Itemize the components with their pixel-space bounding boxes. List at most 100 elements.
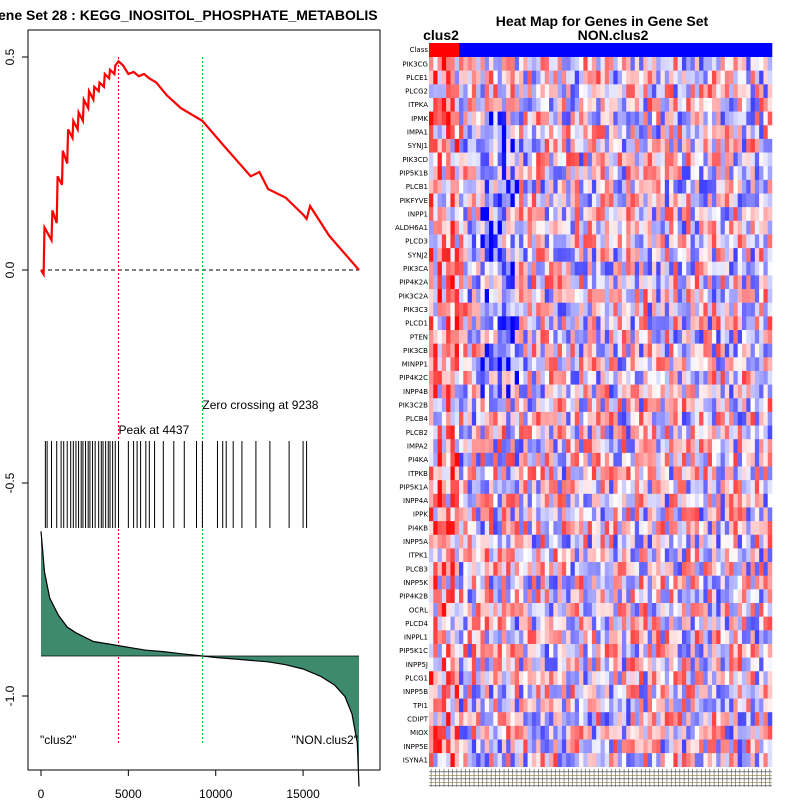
heatmap-cell <box>664 330 670 344</box>
heatmap-cell <box>506 657 511 672</box>
heatmap-cell <box>561 575 567 590</box>
heatmap-cell <box>609 289 614 303</box>
heatmap-cell <box>729 616 734 631</box>
heatmap-cell <box>501 398 507 413</box>
heatmap-cell <box>664 234 670 249</box>
heatmap-cell <box>711 507 717 522</box>
heatmap-cell <box>746 657 751 672</box>
heatmap-cell <box>493 507 498 522</box>
heatmap-cell <box>651 657 657 672</box>
heatmap-cell <box>690 684 696 699</box>
heatmap-cell <box>476 97 481 112</box>
heatmap-cell <box>531 316 537 331</box>
heatmap-cell <box>527 248 533 262</box>
heatmap-cell <box>527 57 533 71</box>
heatmap-cell <box>729 357 734 372</box>
enrichment-score-line <box>40 59 360 279</box>
heatmap-cell <box>763 630 768 645</box>
heatmap-cell <box>570 480 576 495</box>
heatmap-cell <box>574 193 580 208</box>
heatmap-cell <box>561 684 567 699</box>
heatmap-cell <box>429 507 434 522</box>
heatmap-cell <box>437 712 443 727</box>
heatmap-cell <box>630 343 636 358</box>
heatmap-cell <box>553 234 558 249</box>
heatmap-cell <box>647 616 653 631</box>
heatmap-cell <box>651 70 657 85</box>
heatmap-cell <box>527 302 533 317</box>
heatmap-cell <box>506 411 511 426</box>
heatmap-cell <box>690 411 696 426</box>
heatmap-cell <box>690 370 696 385</box>
heatmap-cell <box>519 534 524 549</box>
heatmap-cell <box>626 466 631 481</box>
heatmap-cell <box>454 289 460 303</box>
heatmap-cell <box>613 357 618 372</box>
heatmap-cell <box>527 330 533 344</box>
x-tick-label: 15000 <box>286 787 320 800</box>
heatmap-cell <box>441 316 447 331</box>
heatmap-cell <box>574 330 580 344</box>
heatmap-cell <box>686 616 691 631</box>
heatmap-cell <box>557 343 563 358</box>
heatmap-cell <box>647 398 653 413</box>
heatmap-cell <box>604 630 610 645</box>
heatmap-cell <box>536 111 541 126</box>
heatmap-cell <box>686 739 691 754</box>
heatmap-cell <box>729 302 734 317</box>
heatmap-cell <box>596 398 601 413</box>
heatmap-cell <box>746 439 751 454</box>
heatmap-cell <box>480 643 485 658</box>
heatmap-cell <box>759 398 764 413</box>
heatmap-cell <box>553 603 558 617</box>
heatmap-cell <box>699 70 704 85</box>
heatmap-cell <box>656 57 661 71</box>
heatmap-cell <box>673 152 678 167</box>
heatmap-cell <box>613 616 618 631</box>
heatmap-cell <box>591 684 597 699</box>
heatmap-cell <box>763 370 768 385</box>
heatmap-cell <box>716 343 721 358</box>
heatmap-cell <box>553 97 558 112</box>
heatmap-cell <box>754 234 760 249</box>
heatmap-cell <box>750 425 756 440</box>
heatmap-cell <box>454 562 460 576</box>
heatmap-cell <box>467 439 473 454</box>
heatmap-cell <box>437 548 443 563</box>
heatmap-cell <box>549 439 554 454</box>
heatmap-cell <box>467 261 473 276</box>
heatmap-cell <box>454 234 460 249</box>
heatmap-cell <box>587 234 593 249</box>
heatmap-cell <box>651 452 657 467</box>
heatmap-cell <box>493 548 498 563</box>
heatmap-cell <box>433 207 438 222</box>
heatmap-cell <box>741 343 747 358</box>
heatmap-cell <box>673 398 678 413</box>
heatmap-cell <box>566 712 571 727</box>
heatmap-cell <box>724 166 730 181</box>
heatmap-cell <box>656 480 661 495</box>
heatmap-cell <box>583 439 588 454</box>
heatmap-cell <box>540 548 546 563</box>
heatmap-cell <box>759 698 764 713</box>
heatmap-cell <box>673 57 678 71</box>
heatmap-cell <box>549 548 554 563</box>
heatmap-cell <box>639 548 644 563</box>
heatmap-cell <box>531 57 537 71</box>
heatmap-cell <box>497 452 503 467</box>
heatmap-cell <box>660 466 666 481</box>
heatmap-cell <box>664 739 670 754</box>
heatmap-cell <box>681 466 687 481</box>
heatmap-cell <box>763 248 768 262</box>
heatmap-cell <box>553 70 558 85</box>
heatmap-cell <box>506 616 511 631</box>
heatmap-cell <box>707 125 713 140</box>
heatmap-cell <box>699 193 704 208</box>
heatmap-cell <box>703 425 708 440</box>
heatmap-cell <box>497 684 503 699</box>
heatmap-cell <box>536 480 541 495</box>
heatmap-cell <box>711 343 717 358</box>
heatmap-cell <box>729 289 734 303</box>
heatmap-cell <box>664 316 670 331</box>
heatmap-cell <box>570 125 576 140</box>
